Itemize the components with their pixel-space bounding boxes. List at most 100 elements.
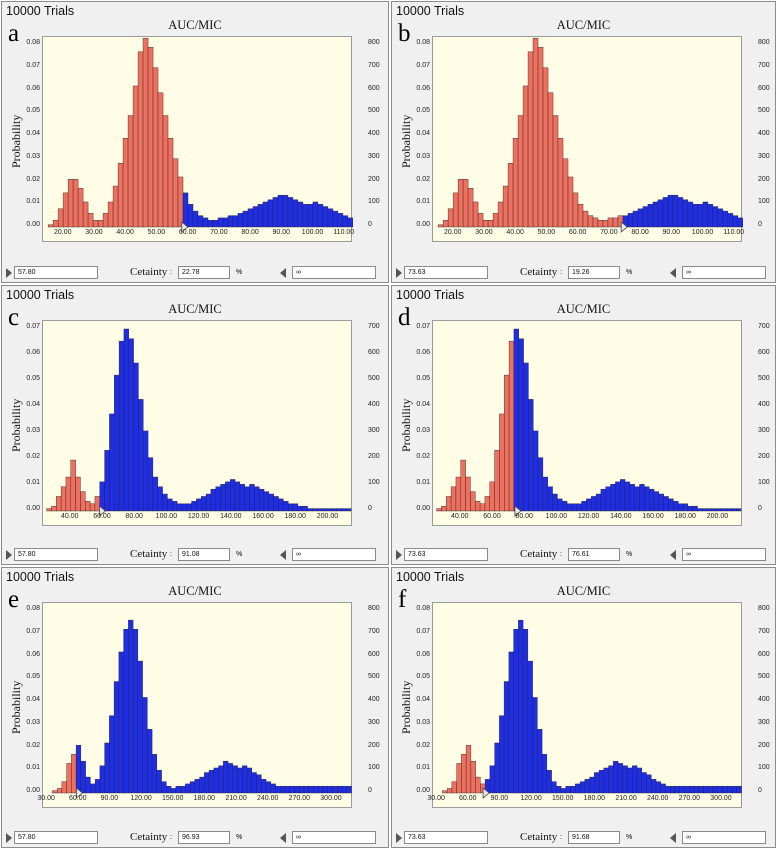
lower-threshold-grabber[interactable] — [76, 787, 84, 799]
histogram-bar — [513, 629, 519, 794]
histogram-bar — [673, 501, 679, 512]
y-tick-label: 0.06 — [26, 349, 40, 356]
histogram-bar — [674, 785, 681, 794]
certainty-label: Cetainty — [130, 548, 168, 560]
lower-bound-arrow-icon[interactable] — [6, 268, 12, 278]
upper-bound-arrow-icon[interactable] — [670, 550, 676, 560]
histogram-bar — [582, 210, 589, 228]
histogram-bar — [185, 783, 191, 794]
histogram-bar — [620, 479, 626, 512]
histogram-bar — [118, 651, 124, 794]
frequency-tick-label: 300 — [758, 718, 770, 726]
histogram-bar — [247, 208, 254, 228]
lower-threshold-grabber[interactable] — [620, 221, 628, 233]
lower-bound-arrow-icon[interactable] — [6, 550, 12, 560]
histogram-bar — [717, 785, 723, 794]
upper-bound-input[interactable]: ∞ — [682, 548, 766, 561]
upper-bound-arrow-icon[interactable] — [280, 268, 286, 278]
lower-bound-arrow-icon[interactable] — [6, 833, 12, 843]
x-tick-label: 240.00 — [646, 795, 669, 802]
x-tick-label: 110.00 — [333, 229, 355, 236]
x-tick-label: 90.00 — [490, 795, 509, 802]
histogram-bar — [332, 210, 339, 228]
upper-bound-input[interactable]: ∞ — [292, 266, 376, 279]
histogram-bar — [532, 697, 538, 794]
histogram-bar — [77, 188, 84, 228]
histogram-bar — [147, 457, 154, 512]
upper-bound-input[interactable]: ∞ — [682, 266, 766, 279]
frequency-tick-label: 0 — [368, 787, 372, 794]
y-tick-label: 0.02 — [26, 175, 40, 183]
certainty-label: Cetainty — [130, 266, 168, 278]
lower-bound-input[interactable]: 57.80 — [14, 548, 98, 561]
histogram-bar — [595, 493, 602, 512]
chart-title: AUC/MIC — [556, 584, 611, 598]
y-tick-label: 0.07 — [26, 61, 40, 69]
x-tick-label: 100.00 — [691, 229, 714, 236]
histogram-bar — [133, 362, 139, 512]
histogram-bar — [80, 760, 86, 794]
histogram-bar — [642, 206, 649, 228]
histogram-bar — [180, 785, 186, 794]
panel-letter: f — [398, 586, 407, 613]
lower-threshold-grabber[interactable] — [99, 505, 107, 517]
plot-area: Probability — [9, 320, 352, 526]
x-tick-label: 100.00 — [155, 513, 178, 520]
histogram-bar — [218, 765, 224, 794]
certainty-input[interactable]: 19.26 — [568, 266, 620, 279]
lower-threshold-grabber[interactable] — [181, 221, 189, 233]
histogram-bar — [572, 192, 579, 228]
histogram-bar — [667, 194, 674, 228]
histogram-bar — [52, 790, 58, 794]
certainty-input[interactable]: 96.93 — [178, 831, 230, 844]
upper-bound-arrow-icon[interactable] — [280, 550, 286, 560]
lower-threshold-grabber[interactable] — [514, 505, 522, 517]
trials-count: 10000 Trials — [396, 570, 465, 584]
lower-bound-input[interactable]: 73.63 — [404, 266, 488, 279]
lower-bound-arrow-icon[interactable] — [396, 550, 402, 560]
histogram-bar — [189, 781, 196, 794]
upper-bound-arrow-icon[interactable] — [280, 833, 286, 843]
histogram-bar — [722, 785, 728, 794]
lower-bound-input[interactable]: 73.63 — [404, 548, 488, 561]
histogram-bar — [489, 481, 495, 512]
lower-bound-input[interactable]: 57.80 — [14, 266, 98, 279]
histogram-bar — [303, 785, 309, 794]
histogram-bar — [282, 194, 289, 228]
histogram-bar — [528, 399, 534, 512]
histogram-bar — [242, 765, 248, 794]
histogram-bar — [252, 206, 259, 228]
upper-bound-input[interactable]: ∞ — [292, 831, 376, 844]
lower-bound-input[interactable]: 57.80 — [14, 831, 98, 844]
certainty-input[interactable]: 91.08 — [178, 548, 230, 561]
upper-bound-input[interactable]: ∞ — [292, 548, 376, 561]
certainty-input[interactable]: 91.68 — [568, 831, 620, 844]
lower-bound-arrow-icon[interactable] — [396, 268, 402, 278]
upper-bound-arrow-icon[interactable] — [670, 268, 676, 278]
histogram-bar — [632, 210, 639, 228]
histogram-bar — [504, 374, 510, 512]
certainty-input[interactable]: 76.61 — [568, 548, 620, 561]
histogram-bar — [107, 201, 114, 228]
y-tick-label: 0.01 — [416, 198, 430, 206]
histogram-bar — [62, 192, 69, 228]
certainty-input[interactable]: 22.78 — [178, 266, 230, 279]
x-tick-label: 150.00 — [552, 795, 574, 802]
certainty-colon: : — [560, 834, 562, 841]
x-tick-label: 100.00 — [545, 513, 568, 520]
histogram-bar — [230, 479, 236, 512]
upper-bound-input[interactable]: ∞ — [682, 831, 766, 844]
x-tick-label: 120.00 — [130, 795, 152, 802]
lower-bound-input[interactable]: 73.63 — [404, 831, 488, 844]
histogram-bar — [331, 508, 337, 512]
lower-threshold-grabber[interactable] — [482, 787, 490, 799]
histogram-bar — [455, 476, 461, 512]
histogram-bar — [612, 217, 619, 228]
histogram-bar — [225, 481, 231, 512]
histogram-bar — [213, 767, 219, 794]
histogram — [442, 619, 742, 799]
y-tick-label: 0.03 — [26, 427, 40, 434]
upper-bound-arrow-icon[interactable] — [670, 833, 676, 843]
y-tick-label: 0.04 — [416, 696, 430, 703]
lower-bound-arrow-icon[interactable] — [396, 833, 402, 843]
